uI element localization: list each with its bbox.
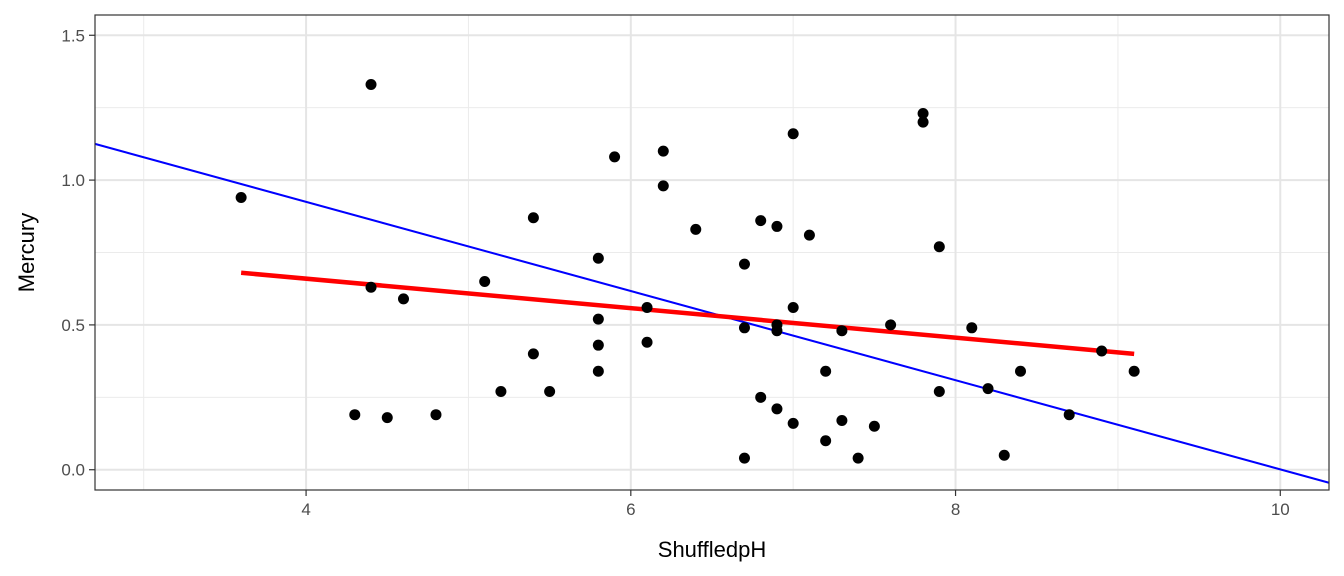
data-point xyxy=(836,325,848,337)
data-point xyxy=(641,302,653,314)
data-point xyxy=(933,386,945,398)
data-point xyxy=(820,365,832,377)
y-tick-label: 1.5 xyxy=(61,26,85,45)
data-point xyxy=(933,241,945,253)
data-point xyxy=(820,435,832,447)
data-point xyxy=(803,229,815,241)
data-point xyxy=(609,151,621,163)
data-point xyxy=(771,403,783,415)
x-tick-label: 6 xyxy=(626,500,635,519)
y-axis: 0.0 0.5 1.0 1.5 xyxy=(61,26,95,480)
data-point xyxy=(738,322,750,334)
data-point xyxy=(868,420,880,432)
y-axis-title: Mercury xyxy=(14,213,39,292)
minor-gridlines xyxy=(95,15,1329,490)
data-point xyxy=(592,313,604,325)
data-point xyxy=(398,293,409,305)
data-point xyxy=(527,212,539,224)
data-point xyxy=(885,319,897,331)
data-point xyxy=(592,365,604,377)
data-point xyxy=(381,412,393,424)
data-point xyxy=(365,281,377,293)
data-point xyxy=(544,386,556,398)
y-tick-label: 0.5 xyxy=(61,316,85,335)
data-point xyxy=(787,417,799,429)
major-gridlines xyxy=(95,15,1329,490)
data-point xyxy=(1096,345,1108,357)
data-point xyxy=(787,302,799,314)
data-point xyxy=(479,275,491,287)
data-point xyxy=(755,391,767,403)
data-point xyxy=(349,409,361,421)
data-point xyxy=(1128,365,1140,377)
data-point xyxy=(641,336,653,348)
data-point xyxy=(235,191,247,203)
data-point xyxy=(690,223,702,235)
x-axis: 4 6 8 10 xyxy=(301,490,1290,519)
data-point xyxy=(982,383,994,395)
data-point xyxy=(1063,409,1075,421)
x-tick-label: 8 xyxy=(951,500,960,519)
x-tick-label: 10 xyxy=(1271,500,1290,519)
data-point xyxy=(592,339,604,351)
data-point xyxy=(755,215,767,227)
data-point xyxy=(917,107,929,119)
panel-border xyxy=(94,14,1330,491)
data-point xyxy=(657,145,669,157)
data-point xyxy=(771,325,783,337)
data-point xyxy=(527,348,539,360)
data-point xyxy=(966,322,978,334)
data-point xyxy=(657,180,669,192)
red-fit-line xyxy=(240,270,1135,357)
data-point xyxy=(738,452,750,464)
data-point xyxy=(495,386,507,398)
data-points xyxy=(235,79,1140,464)
data-point xyxy=(917,116,929,128)
y-tick-label: 0.0 xyxy=(61,461,85,480)
x-tick-label: 4 xyxy=(301,500,310,519)
x-axis-title: ShuffledpH xyxy=(658,537,766,562)
data-point xyxy=(852,452,864,464)
data-point xyxy=(998,449,1010,461)
data-point xyxy=(430,409,442,421)
y-tick-label: 1.0 xyxy=(61,171,85,190)
data-point xyxy=(738,258,750,270)
data-point xyxy=(787,128,799,140)
data-point xyxy=(592,252,604,264)
data-point xyxy=(365,79,377,91)
data-point xyxy=(836,414,848,426)
data-point xyxy=(1015,365,1026,377)
fit-lines xyxy=(94,142,1330,484)
data-point xyxy=(771,220,783,232)
